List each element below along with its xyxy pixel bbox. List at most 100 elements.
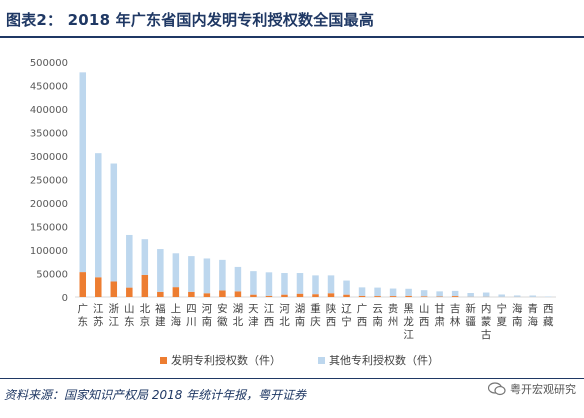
x-tick-label: 四川: [186, 303, 197, 328]
bar-other: [110, 163, 118, 282]
x-tick-label: 浙江: [109, 303, 120, 328]
y-tick-label: 400000: [30, 105, 68, 116]
y-tick-label: 50000: [36, 270, 68, 281]
bar-other: [451, 290, 459, 297]
bar-invention: [79, 272, 87, 297]
bar-other: [172, 253, 180, 288]
x-tick-label: 山东: [124, 303, 135, 328]
legend-swatch-other: [318, 356, 325, 364]
bar-invention: [296, 293, 304, 297]
x-tick-label: 湖北: [233, 303, 244, 328]
bar-invention: [188, 291, 195, 297]
bar-invention: [126, 287, 133, 297]
y-tick-label: 0: [62, 293, 68, 304]
bar-other: [281, 273, 288, 295]
bar-invention: [343, 294, 350, 297]
y-tick-label: 450000: [30, 82, 68, 93]
patent-bar-chart: 0 50000 100000 150000 200000 250000 300000 3500…: [30, 58, 556, 341]
y-tick-label: 300000: [30, 152, 68, 163]
x-tick-label: 宁夏: [496, 302, 507, 328]
x-tick-label: 云南: [372, 303, 383, 328]
x-tick-label: 湖南: [295, 303, 306, 328]
bar-other: [126, 234, 133, 288]
bar-other: [79, 72, 87, 273]
bar-other: [250, 271, 257, 295]
x-tick-label: 上海: [171, 303, 182, 328]
x-tick-label: 吉林: [450, 303, 461, 328]
bar-other: [234, 266, 242, 292]
y-tick-label: 250000: [30, 176, 68, 187]
watermark: 粤开宏观研究: [487, 381, 576, 403]
bar-other: [420, 290, 428, 297]
chart-title: 图表2： 2018 年广东省国内发明专利授权数全国最高: [6, 11, 375, 29]
bar-other: [188, 256, 195, 292]
y-tick-label: 350000: [30, 129, 68, 140]
x-tick-label: 贵州: [388, 302, 399, 328]
bar-other: [95, 153, 102, 278]
x-tick-label: 青海: [527, 302, 538, 328]
x-tick-label: 河北: [279, 303, 290, 328]
bar-other: [374, 287, 381, 297]
x-tick-label: 甘肃: [434, 302, 445, 328]
x-tick-label: 北京: [140, 303, 151, 328]
title-bar: 图表2： 2018 年广东省国内发明专利授权数全国最高: [0, 0, 584, 40]
bar-other: [358, 287, 366, 296]
x-tick-label: 广西: [357, 303, 368, 328]
x-tick-label: 辽宁: [341, 303, 352, 328]
y-tick-label: 500000: [30, 58, 68, 69]
legend-item-other: 其他专利授权数（件）: [318, 352, 439, 368]
x-tick-label: 山西: [419, 303, 430, 328]
bar-invention: [451, 296, 459, 297]
bar-invention: [358, 295, 366, 297]
bar-invention: [203, 293, 211, 297]
bar-invention: [172, 287, 180, 297]
bar-other: [498, 294, 505, 297]
x-tick-label: 西藏: [543, 303, 554, 328]
bar-other: [141, 239, 149, 275]
wechat-icon: [487, 382, 506, 396]
y-tick-label: 100000: [30, 246, 68, 257]
bar-other: [312, 275, 319, 295]
y-tick-label: 200000: [30, 199, 68, 210]
x-tick-label: 海南: [512, 302, 523, 328]
bar-invention: [312, 294, 319, 297]
bar-other: [405, 288, 412, 296]
bar-invention: [219, 290, 226, 297]
chart-legend: 发明专利授权数（件） 其他专利授权数（件）: [0, 352, 584, 368]
x-tick-label: 内蒙古: [481, 302, 492, 341]
bar-other: [343, 280, 350, 295]
x-tick-label: 安徽: [217, 302, 228, 328]
x-tick-label: 广东: [78, 303, 89, 328]
bar-other: [529, 295, 536, 297]
x-tick-label: 黑龙江: [403, 303, 414, 341]
bar-invention: [327, 293, 335, 297]
x-tick-label: 河南: [202, 303, 213, 328]
bar-other: [389, 288, 397, 297]
bar-invention: [420, 296, 428, 297]
x-tick-label: 重庆: [310, 302, 321, 328]
legend-label-other: 其他专利授权数（件）: [329, 354, 439, 367]
bar-other: [219, 259, 226, 291]
bar-invention: [405, 295, 412, 297]
x-tick-label: 江苏: [93, 303, 104, 328]
bar-other: [467, 293, 474, 297]
x-tick-label: 天津: [248, 303, 259, 328]
bar-invention: [95, 277, 102, 297]
bar-other: [482, 292, 490, 297]
legend-swatch-invention: [160, 356, 167, 364]
bar-other: [203, 258, 211, 294]
bar-other: [327, 275, 335, 294]
bar-invention: [234, 291, 242, 297]
bar-invention: [110, 281, 118, 297]
y-tick-label: 150000: [30, 223, 68, 234]
x-tick-label: 江西: [264, 303, 275, 328]
x-tick-label: 福建: [155, 302, 166, 328]
x-tick-label: 陕西: [326, 302, 337, 328]
bar-invention: [265, 295, 273, 297]
legend-label-invention: 发明专利授权数（件）: [171, 354, 281, 367]
x-tick-label: 新疆: [465, 302, 476, 328]
bar-invention: [250, 294, 257, 297]
watermark-text: 粤开宏观研究: [510, 383, 576, 396]
bar-other: [265, 272, 273, 296]
bar-other: [157, 249, 164, 292]
